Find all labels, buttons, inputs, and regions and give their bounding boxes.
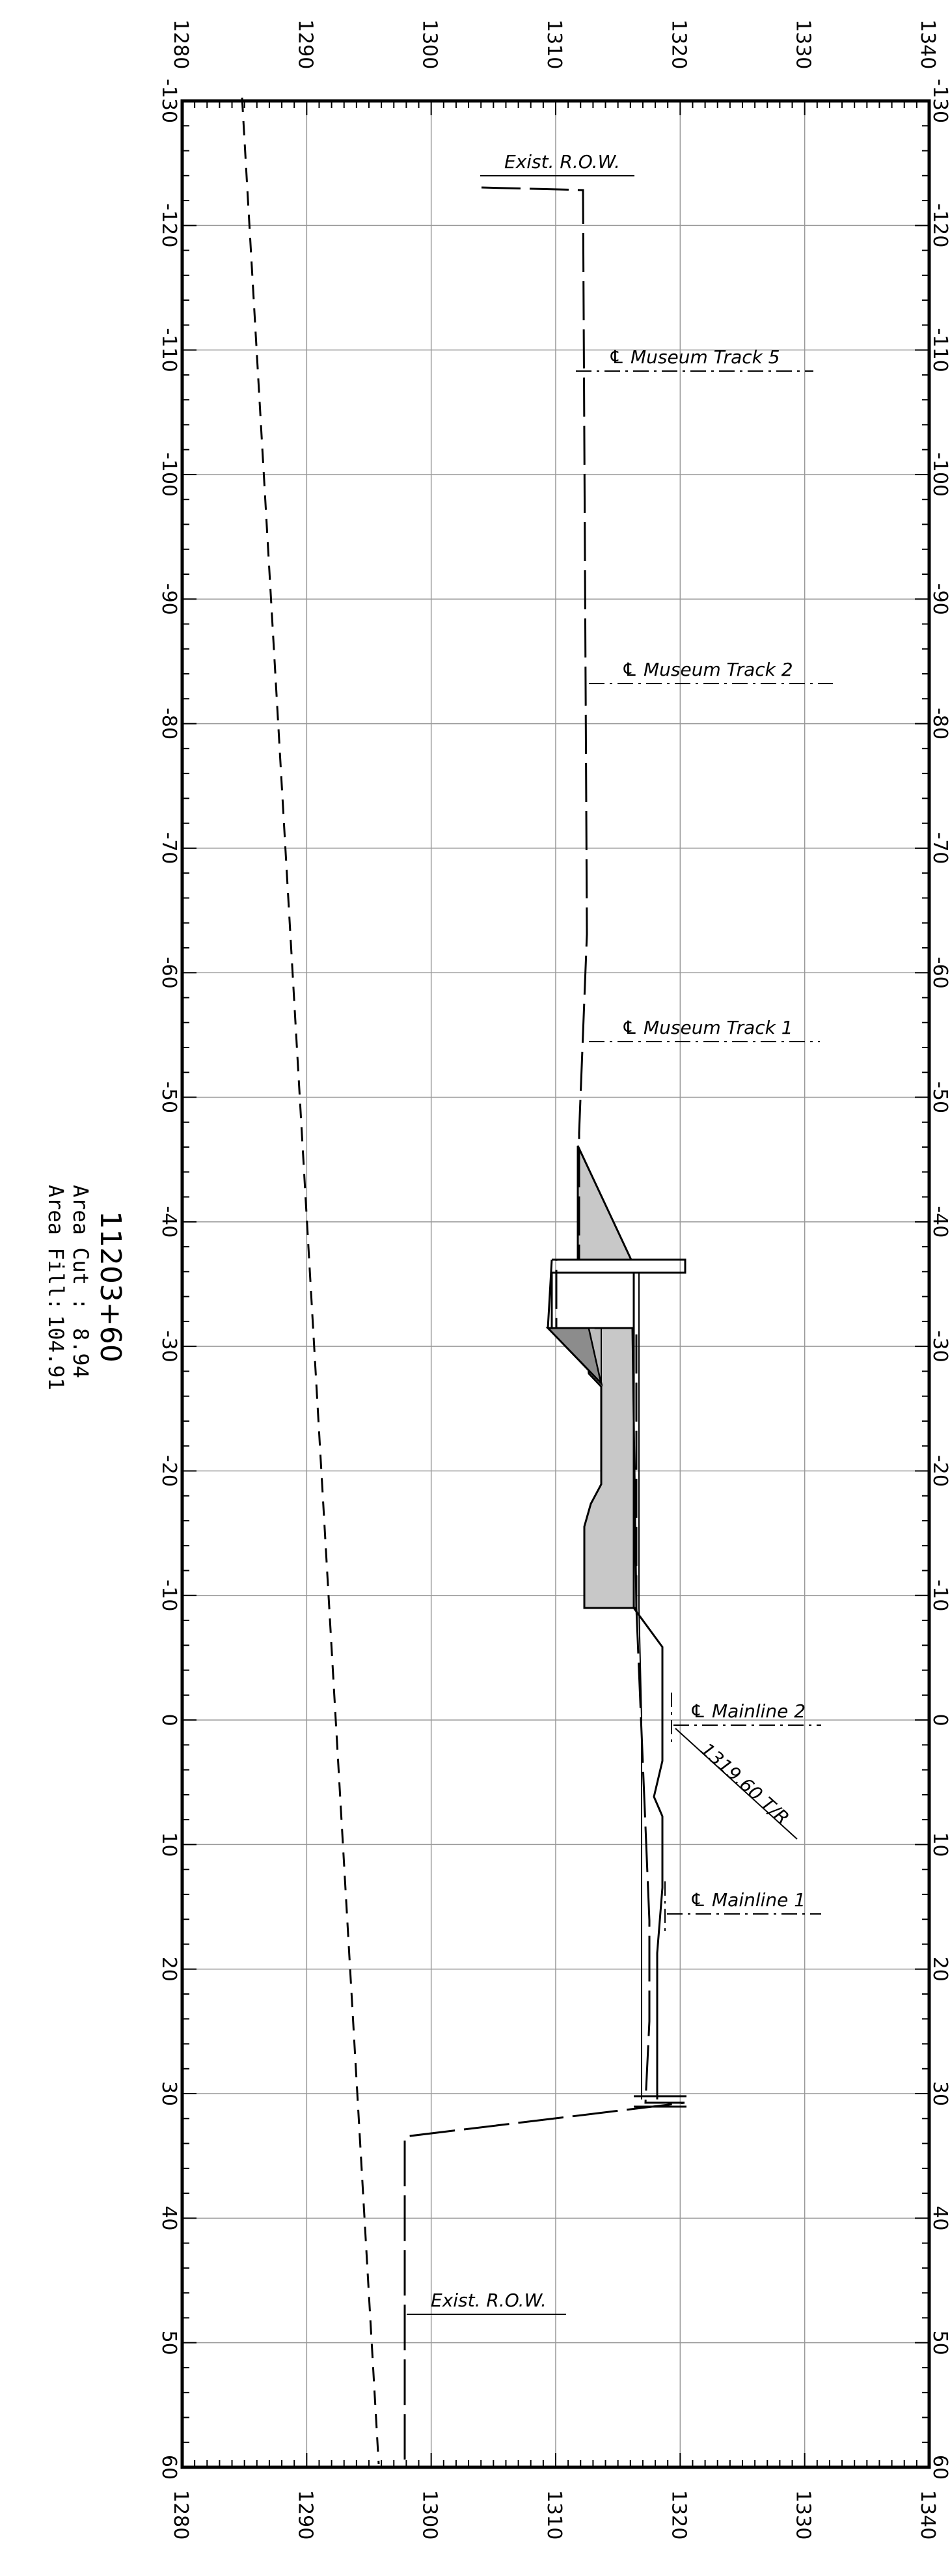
top-of-rail-leader — [675, 1728, 798, 1840]
elevation-tick-label-top: 1320 — [667, 20, 690, 69]
area-fill-label: Area Fill: — [44, 1185, 68, 1310]
elevation-tick-label-top: 1300 — [418, 20, 441, 69]
elevation-tick-label-bottom: 1310 — [543, 2490, 565, 2540]
offset-tick-label-right: -70 — [929, 832, 950, 864]
existing-profile-lower — [403, 1607, 685, 2464]
offset-tick-label-left: 30 — [157, 2081, 180, 2106]
offset-tick-label-left: -20 — [157, 1455, 180, 1487]
offset-tick-label-left: -100 — [157, 452, 180, 497]
station-label: 11203+60 — [94, 1211, 127, 1363]
axis-ticks — [182, 100, 930, 2468]
offset-tick-label-left: 60 — [157, 2455, 180, 2480]
offset-tick-label-left: -50 — [157, 1081, 180, 1113]
offset-tick-label-left: -80 — [157, 708, 180, 740]
elevation-axis-top: 1280 1290 1300 1310 1320 1330 1340 — [169, 20, 939, 69]
offset-axis-left: -130-120-110-100-90-80-70-60-50-40-30-20… — [157, 79, 180, 2480]
offset-tick-label-right: -120 — [929, 203, 950, 247]
offset-tick-label-left: -90 — [157, 583, 180, 615]
offset-tick-label-right: 60 — [929, 2455, 950, 2480]
museum-track-2-label: ℄ Museum Track 2 — [621, 659, 793, 680]
fill-area-upper — [577, 1145, 633, 1261]
elevation-tick-label-bottom: 1290 — [293, 2490, 316, 2540]
proposed-section-line — [547, 1258, 686, 1329]
mainline-1-label: ℄ Mainline 1 — [690, 1889, 806, 1911]
offset-tick-label-left: -130 — [157, 79, 180, 123]
offset-tick-label-left: 0 — [157, 1714, 180, 1726]
offset-tick-label-right: 50 — [929, 2331, 950, 2355]
offset-tick-label-right: -60 — [929, 957, 950, 989]
area-cut-label: Area Cut : — [68, 1185, 93, 1310]
offset-tick-label-left: -60 — [157, 957, 180, 989]
area-cut-value: 8.94 — [68, 1328, 93, 1378]
offset-tick-label-right: 10 — [929, 1832, 950, 1857]
offset-tick-label-left: -120 — [157, 203, 180, 247]
offset-tick-label-left: 40 — [157, 2206, 180, 2230]
offset-tick-label-right: -90 — [929, 583, 950, 615]
offset-tick-label-right: -130 — [929, 79, 950, 123]
offset-tick-label-right: -110 — [929, 328, 950, 372]
top-of-rail-label: 1319.60 T/R — [696, 1739, 793, 1829]
mainline-2-label: ℄ Mainline 2 — [690, 1700, 806, 1722]
offset-tick-label-left: -70 — [157, 832, 180, 864]
offset-tick-label-left: 20 — [157, 1957, 180, 1982]
offset-tick-label-left: -30 — [157, 1331, 180, 1363]
existing-ground-line — [241, 97, 380, 2465]
area-fill-value: 104.91 — [44, 1315, 68, 1391]
offset-tick-label-right: 30 — [929, 2081, 950, 2106]
offset-axis-right: -130-120-110-100-90-80-70-60-50-40-30-20… — [929, 79, 950, 2480]
offset-tick-label-right: -20 — [929, 1455, 950, 1487]
section-info: 11203+60 Area Cut : 8.94 Area Fill: 104.… — [44, 1185, 127, 1391]
museum-track-1-label: ℄ Museum Track 1 — [621, 1017, 793, 1038]
proposed-subgrade-line — [632, 1273, 664, 2099]
offset-tick-label-left: -110 — [157, 328, 180, 372]
offset-tick-label-right: -10 — [929, 1579, 950, 1611]
offset-tick-label-left: -40 — [157, 1206, 180, 1238]
offset-tick-label-right: -50 — [929, 1081, 950, 1113]
elevation-axis-bottom: 1280 1290 1300 1310 1320 1330 1340 — [169, 2490, 939, 2540]
elevation-tick-label-top: 1310 — [543, 20, 565, 69]
elevation-tick-label-top: 1340 — [916, 20, 939, 69]
elevation-tick-label-top: 1280 — [169, 20, 192, 69]
elevation-tick-label-bottom: 1300 — [418, 2490, 441, 2540]
elevation-tick-label-bottom: 1320 — [667, 2490, 690, 2540]
row-top-label: Exist. R.O.W. — [504, 151, 620, 173]
offset-tick-label-right: -40 — [929, 1206, 950, 1238]
proposed-subgrade-inner — [638, 1273, 642, 2099]
offset-tick-label-right: -100 — [929, 452, 950, 497]
elevation-tick-label-bottom: 1340 — [916, 2490, 939, 2540]
elevation-tick-label-top: 1330 — [792, 20, 815, 69]
offset-tick-label-left: 50 — [157, 2331, 180, 2355]
elevation-tick-label-top: 1290 — [293, 20, 316, 69]
row-bottom-label: Exist. R.O.W. — [431, 2290, 547, 2311]
offset-tick-label-right: -80 — [929, 708, 950, 740]
offset-tick-label-right: 0 — [929, 1714, 950, 1726]
elevation-tick-label-bottom: 1280 — [169, 2490, 192, 2540]
museum-track-5-label: ℄ Museum Track 5 — [608, 346, 780, 368]
offset-tick-label-right: 20 — [929, 1957, 950, 1982]
offset-tick-label-right: 40 — [929, 2206, 950, 2230]
offset-tick-label-left: 10 — [157, 1832, 180, 1857]
elevation-tick-label-bottom: 1330 — [792, 2490, 815, 2540]
offset-tick-label-right: -30 — [929, 1331, 950, 1363]
offset-tick-label-left: -10 — [157, 1579, 180, 1611]
